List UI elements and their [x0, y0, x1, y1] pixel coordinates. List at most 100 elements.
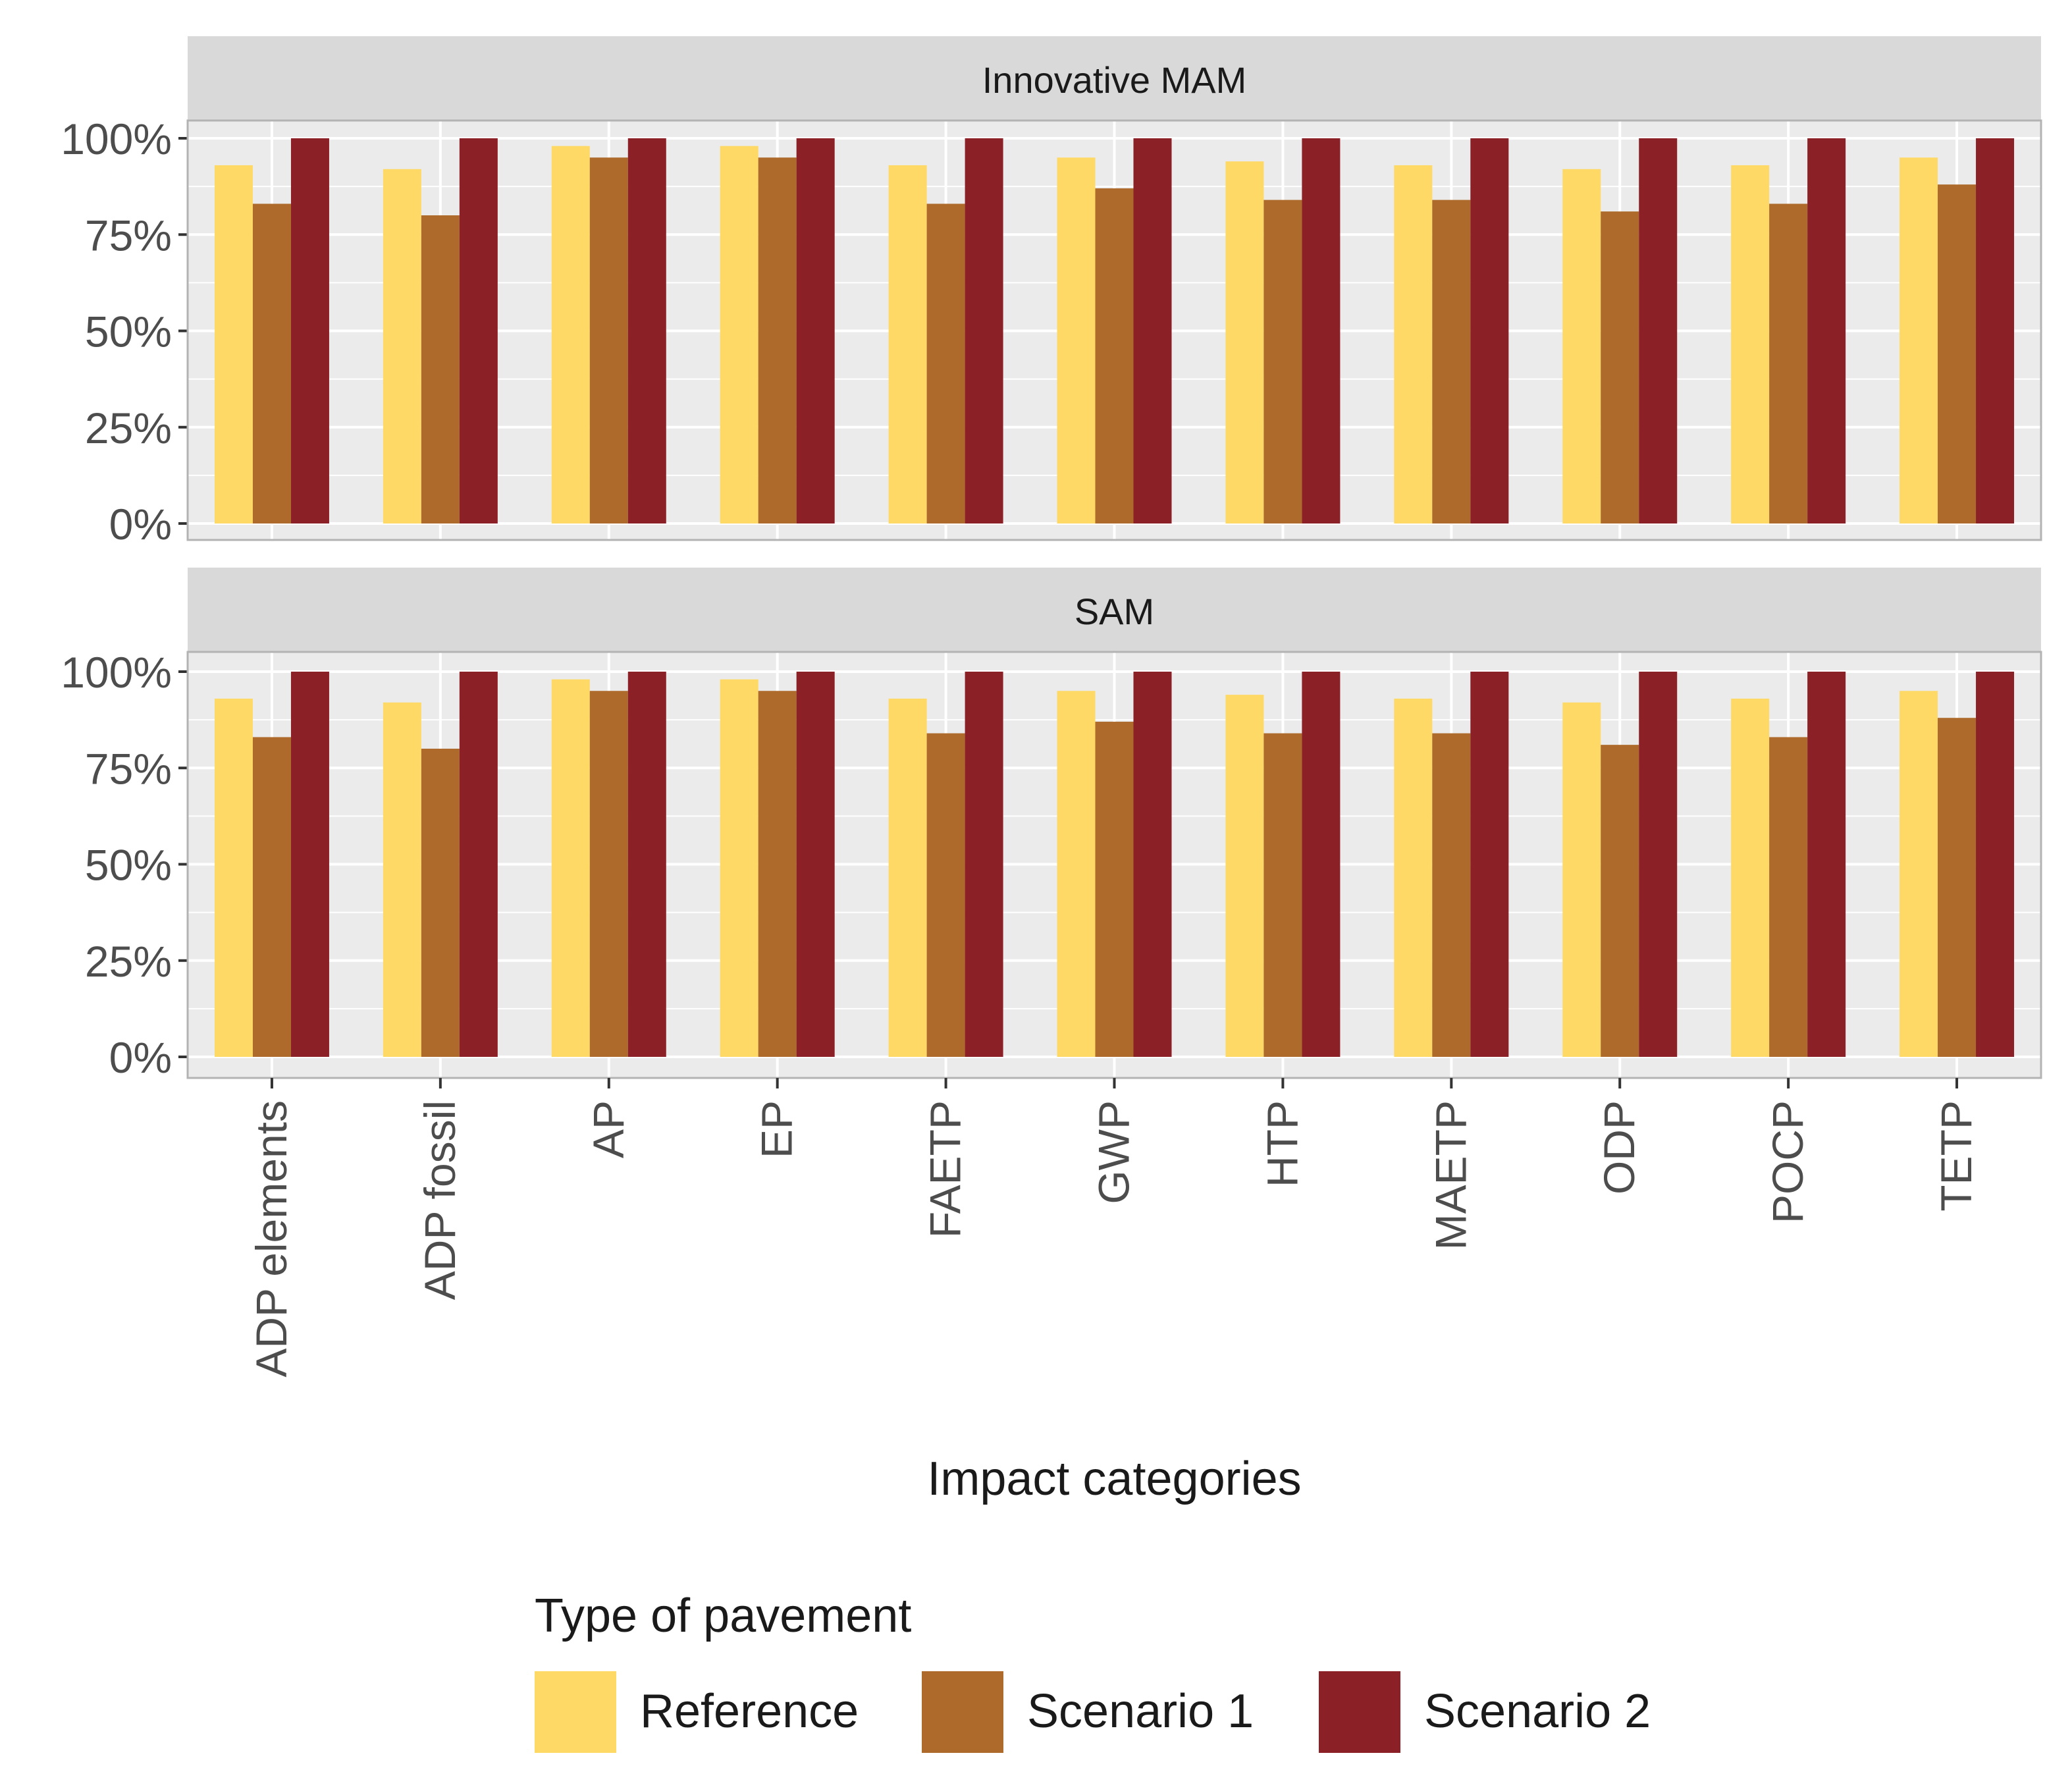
- facet-1-y-tick-label: 100%: [61, 115, 172, 163]
- facet-2-bar: [214, 698, 253, 1057]
- facet-1-bar: [214, 165, 253, 523]
- facet-2-bar: [1639, 672, 1678, 1057]
- facet-1-bar: [1057, 157, 1096, 523]
- facet-1-bar: [589, 157, 628, 523]
- facet-1-bar: [1601, 211, 1639, 523]
- facet-1-bar: [1807, 138, 1846, 523]
- facet-1-bar: [965, 138, 1003, 523]
- facet-1-bar: [1225, 161, 1264, 524]
- facet-2-bar: [1601, 745, 1639, 1057]
- facet-2-bar: [551, 679, 590, 1057]
- legend-title: Type of pavement: [535, 1590, 911, 1642]
- x-tick-label: EP: [753, 1100, 801, 1158]
- facet-2-bar: [1057, 691, 1096, 1057]
- facet-2-bar: [720, 679, 758, 1057]
- facet-1-bar: [926, 203, 965, 523]
- facet-1-y-tick-label: 0%: [109, 500, 172, 549]
- facet-1-bar: [252, 203, 291, 523]
- facet-1-bar: [551, 146, 590, 523]
- facet-2-bar: [1302, 672, 1341, 1057]
- facet-1-bar: [459, 138, 498, 523]
- facet-1-bar: [1639, 138, 1678, 523]
- facet-2-y-tick-label: 25%: [85, 937, 172, 986]
- facet-1-bar: [1938, 184, 1977, 523]
- x-tick-label: HTP: [1258, 1100, 1306, 1187]
- facet-1-bar: [1731, 165, 1770, 523]
- x-tick-label: AP: [584, 1100, 633, 1158]
- facet-2-y-tick-label: 75%: [85, 744, 172, 793]
- facet-2-bar: [796, 672, 835, 1057]
- facet-2-bar: [758, 691, 797, 1057]
- facet-2-y-tick-label: 50%: [85, 841, 172, 890]
- facet-2-bar: [383, 702, 421, 1057]
- x-axis-title: Impact categories: [927, 1453, 1301, 1505]
- facet-1-bar: [1432, 200, 1471, 523]
- facet-1-strip-label: Innovative MAM: [982, 59, 1247, 101]
- facet-1-bar: [758, 157, 797, 523]
- facet-1-bar: [290, 138, 329, 523]
- facet-1-bar: [720, 146, 758, 523]
- facet-1-y-tick-label: 25%: [85, 404, 172, 452]
- legend-key: [535, 1671, 616, 1753]
- x-tick-label: TETP: [1932, 1100, 1980, 1212]
- facet-2-bar: [1394, 698, 1433, 1057]
- x-tick-label: FAETP: [921, 1100, 970, 1238]
- legend-key: [1319, 1671, 1400, 1753]
- x-tick-label: MAETP: [1426, 1100, 1475, 1250]
- facet-2-bar: [1133, 672, 1172, 1057]
- facet-2-bar: [290, 672, 329, 1057]
- facet-1-bar: [1899, 157, 1938, 523]
- facet-2-bar: [252, 737, 291, 1057]
- facet-1-bar: [1470, 138, 1509, 523]
- facet-1-bar: [383, 169, 421, 523]
- x-tick-label: ODP: [1595, 1100, 1643, 1194]
- facet-2-strip-label: SAM: [1075, 591, 1154, 632]
- facet-2-bar: [1225, 695, 1264, 1057]
- facet-2-bar: [1263, 733, 1302, 1057]
- x-tick-label: ADP fossil: [415, 1100, 464, 1300]
- facet-1-bar: [1394, 165, 1433, 523]
- facet-2-bar: [888, 698, 927, 1057]
- facet-2-bar: [1976, 672, 2015, 1057]
- facet-1-bar: [627, 138, 666, 523]
- x-tick-label: GWP: [1090, 1100, 1138, 1204]
- legend-label: Scenario 1: [1027, 1685, 1254, 1738]
- facet-1-strip: [188, 36, 2041, 121]
- facet-1-bar: [1976, 138, 2015, 523]
- x-tick-label: POCP: [1763, 1100, 1812, 1223]
- legend-label: Reference: [640, 1685, 859, 1738]
- facet-1-bar: [1562, 169, 1601, 523]
- facet-2-strip: [188, 568, 2041, 652]
- facet-1-bar: [1095, 188, 1134, 523]
- facet-2-y-tick-label: 100%: [61, 648, 172, 697]
- facet-2-bar: [1807, 672, 1846, 1057]
- facet-1-bar: [888, 165, 927, 523]
- facet-1-bar: [1302, 138, 1341, 523]
- facet-2-bar: [1899, 691, 1938, 1057]
- facet-1-bar: [1769, 203, 1808, 523]
- facet-1-bar: [1133, 138, 1172, 523]
- facet-2-bar: [1938, 718, 1977, 1057]
- facet-1-bar: [796, 138, 835, 523]
- facet-2-bar: [459, 672, 498, 1057]
- legend-key: [922, 1671, 1003, 1753]
- facet-2-bar: [1562, 702, 1601, 1057]
- facet-2-bar: [1432, 733, 1471, 1057]
- facet-2-bar: [1470, 672, 1509, 1057]
- facet-2-bar: [1769, 737, 1808, 1057]
- facet-1-bar: [1263, 200, 1302, 523]
- facet-2-bar: [1095, 722, 1134, 1057]
- x-tick-label: ADP elements: [247, 1100, 296, 1378]
- facet-2-bar: [589, 691, 628, 1057]
- facet-2-bar: [965, 672, 1003, 1057]
- facet-2-y-tick-label: 0%: [109, 1033, 172, 1082]
- facet-1-bar: [421, 215, 460, 523]
- legend-label: Scenario 2: [1424, 1685, 1651, 1738]
- facet-2-bar: [421, 749, 460, 1057]
- facet-2-bar: [1731, 698, 1770, 1057]
- facet-1-panel-border: [186, 119, 2042, 541]
- facet-2-bar: [627, 672, 666, 1057]
- facet-1-y-tick-label: 50%: [85, 308, 172, 356]
- facet-2-bar: [926, 733, 965, 1057]
